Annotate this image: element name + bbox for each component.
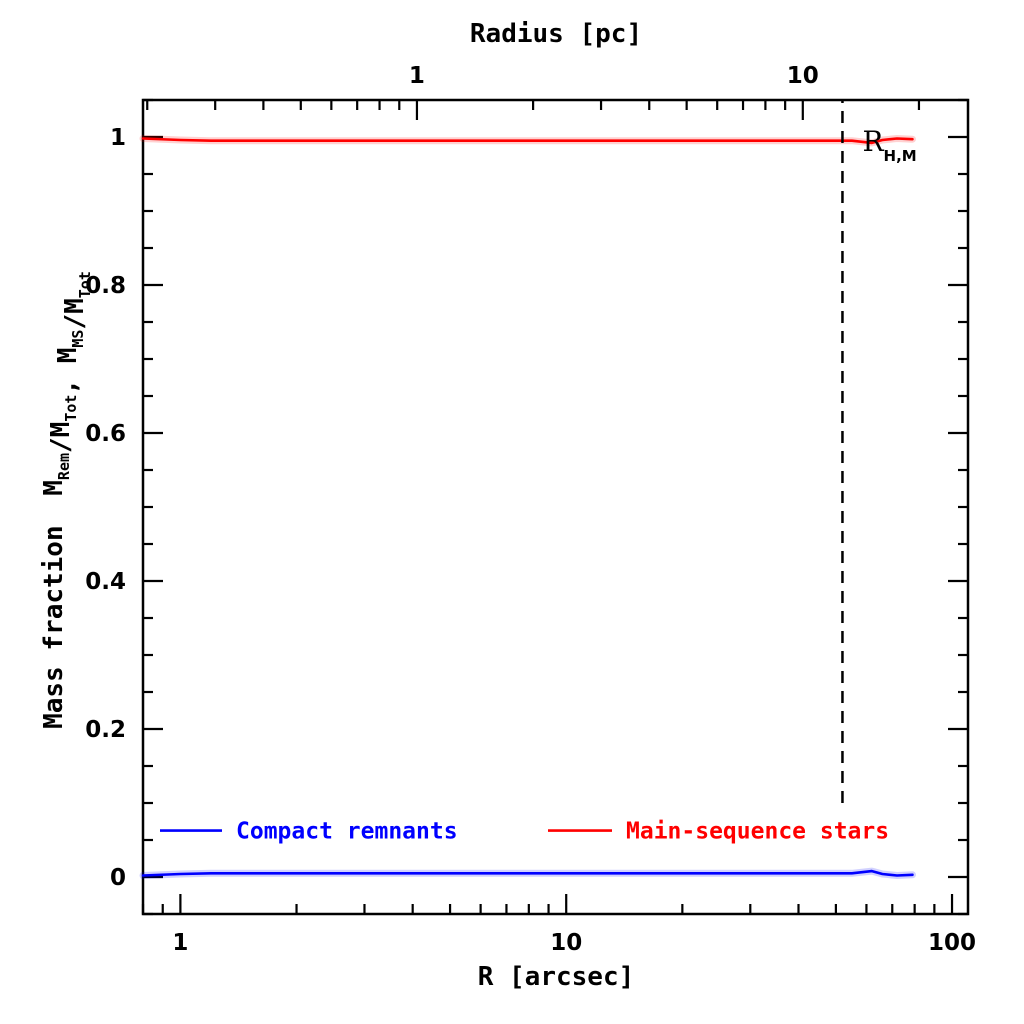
- x2-tick-label: 10: [787, 63, 819, 89]
- y-tick-label: 0: [110, 865, 126, 891]
- x-tick-label: 100: [928, 930, 976, 956]
- y-axis-title-subscript: MS: [69, 330, 87, 348]
- legend-compact-remnants-label: Compact remnants: [236, 819, 458, 845]
- legend-main-sequence-label: Main-sequence stars: [626, 819, 889, 845]
- series-layer: [139, 135, 916, 879]
- y-axis-title-term: /M: [46, 422, 76, 453]
- plot-frame: [141, 98, 970, 916]
- y-axis-title-subscript: Rem: [55, 453, 73, 480]
- series-line-compact-remnants: [141, 869, 914, 877]
- half-mass-radius-label: RH,M: [862, 125, 916, 165]
- y-axis-title-term: , M: [53, 348, 83, 395]
- x2-tick-label: 1: [409, 63, 425, 89]
- y-axis-title-prefix: Mass fraction: [39, 525, 69, 729]
- annotation-layer: RH,M: [841, 100, 917, 803]
- half-mass-radius-label-main: R: [862, 125, 884, 158]
- y-axis-title-subscript: Tot: [76, 271, 94, 298]
- y-tick-label: 1: [110, 125, 126, 151]
- y-tick-label: 0.4: [85, 569, 126, 595]
- y-axis-title-subscript: Tot: [62, 395, 80, 422]
- x-tick-label: 1: [172, 930, 188, 956]
- y-tick-label: 0.6: [85, 421, 126, 447]
- minor-ticks: [141, 98, 968, 916]
- y-axis-title-term: M: [39, 480, 69, 496]
- legend: Compact remnants Main-sequence stars: [160, 819, 889, 845]
- y-axis-title: Mass fraction MRem/MTot, MMS/MTot: [39, 271, 94, 729]
- x-tick-label: 10: [550, 930, 582, 956]
- y-tick-label: 0.8: [85, 273, 126, 299]
- y-axis-title-term: /M: [60, 298, 90, 329]
- series-line-main-sequence: [141, 137, 914, 145]
- half-mass-radius-label-subscript: H,M: [884, 147, 917, 165]
- major-ticks: [143, 100, 968, 914]
- x-axis-title: R [arcsec]: [478, 962, 635, 992]
- y-tick-label: 0.2: [85, 717, 126, 743]
- x2-axis-title: Radius [pc]: [470, 19, 642, 49]
